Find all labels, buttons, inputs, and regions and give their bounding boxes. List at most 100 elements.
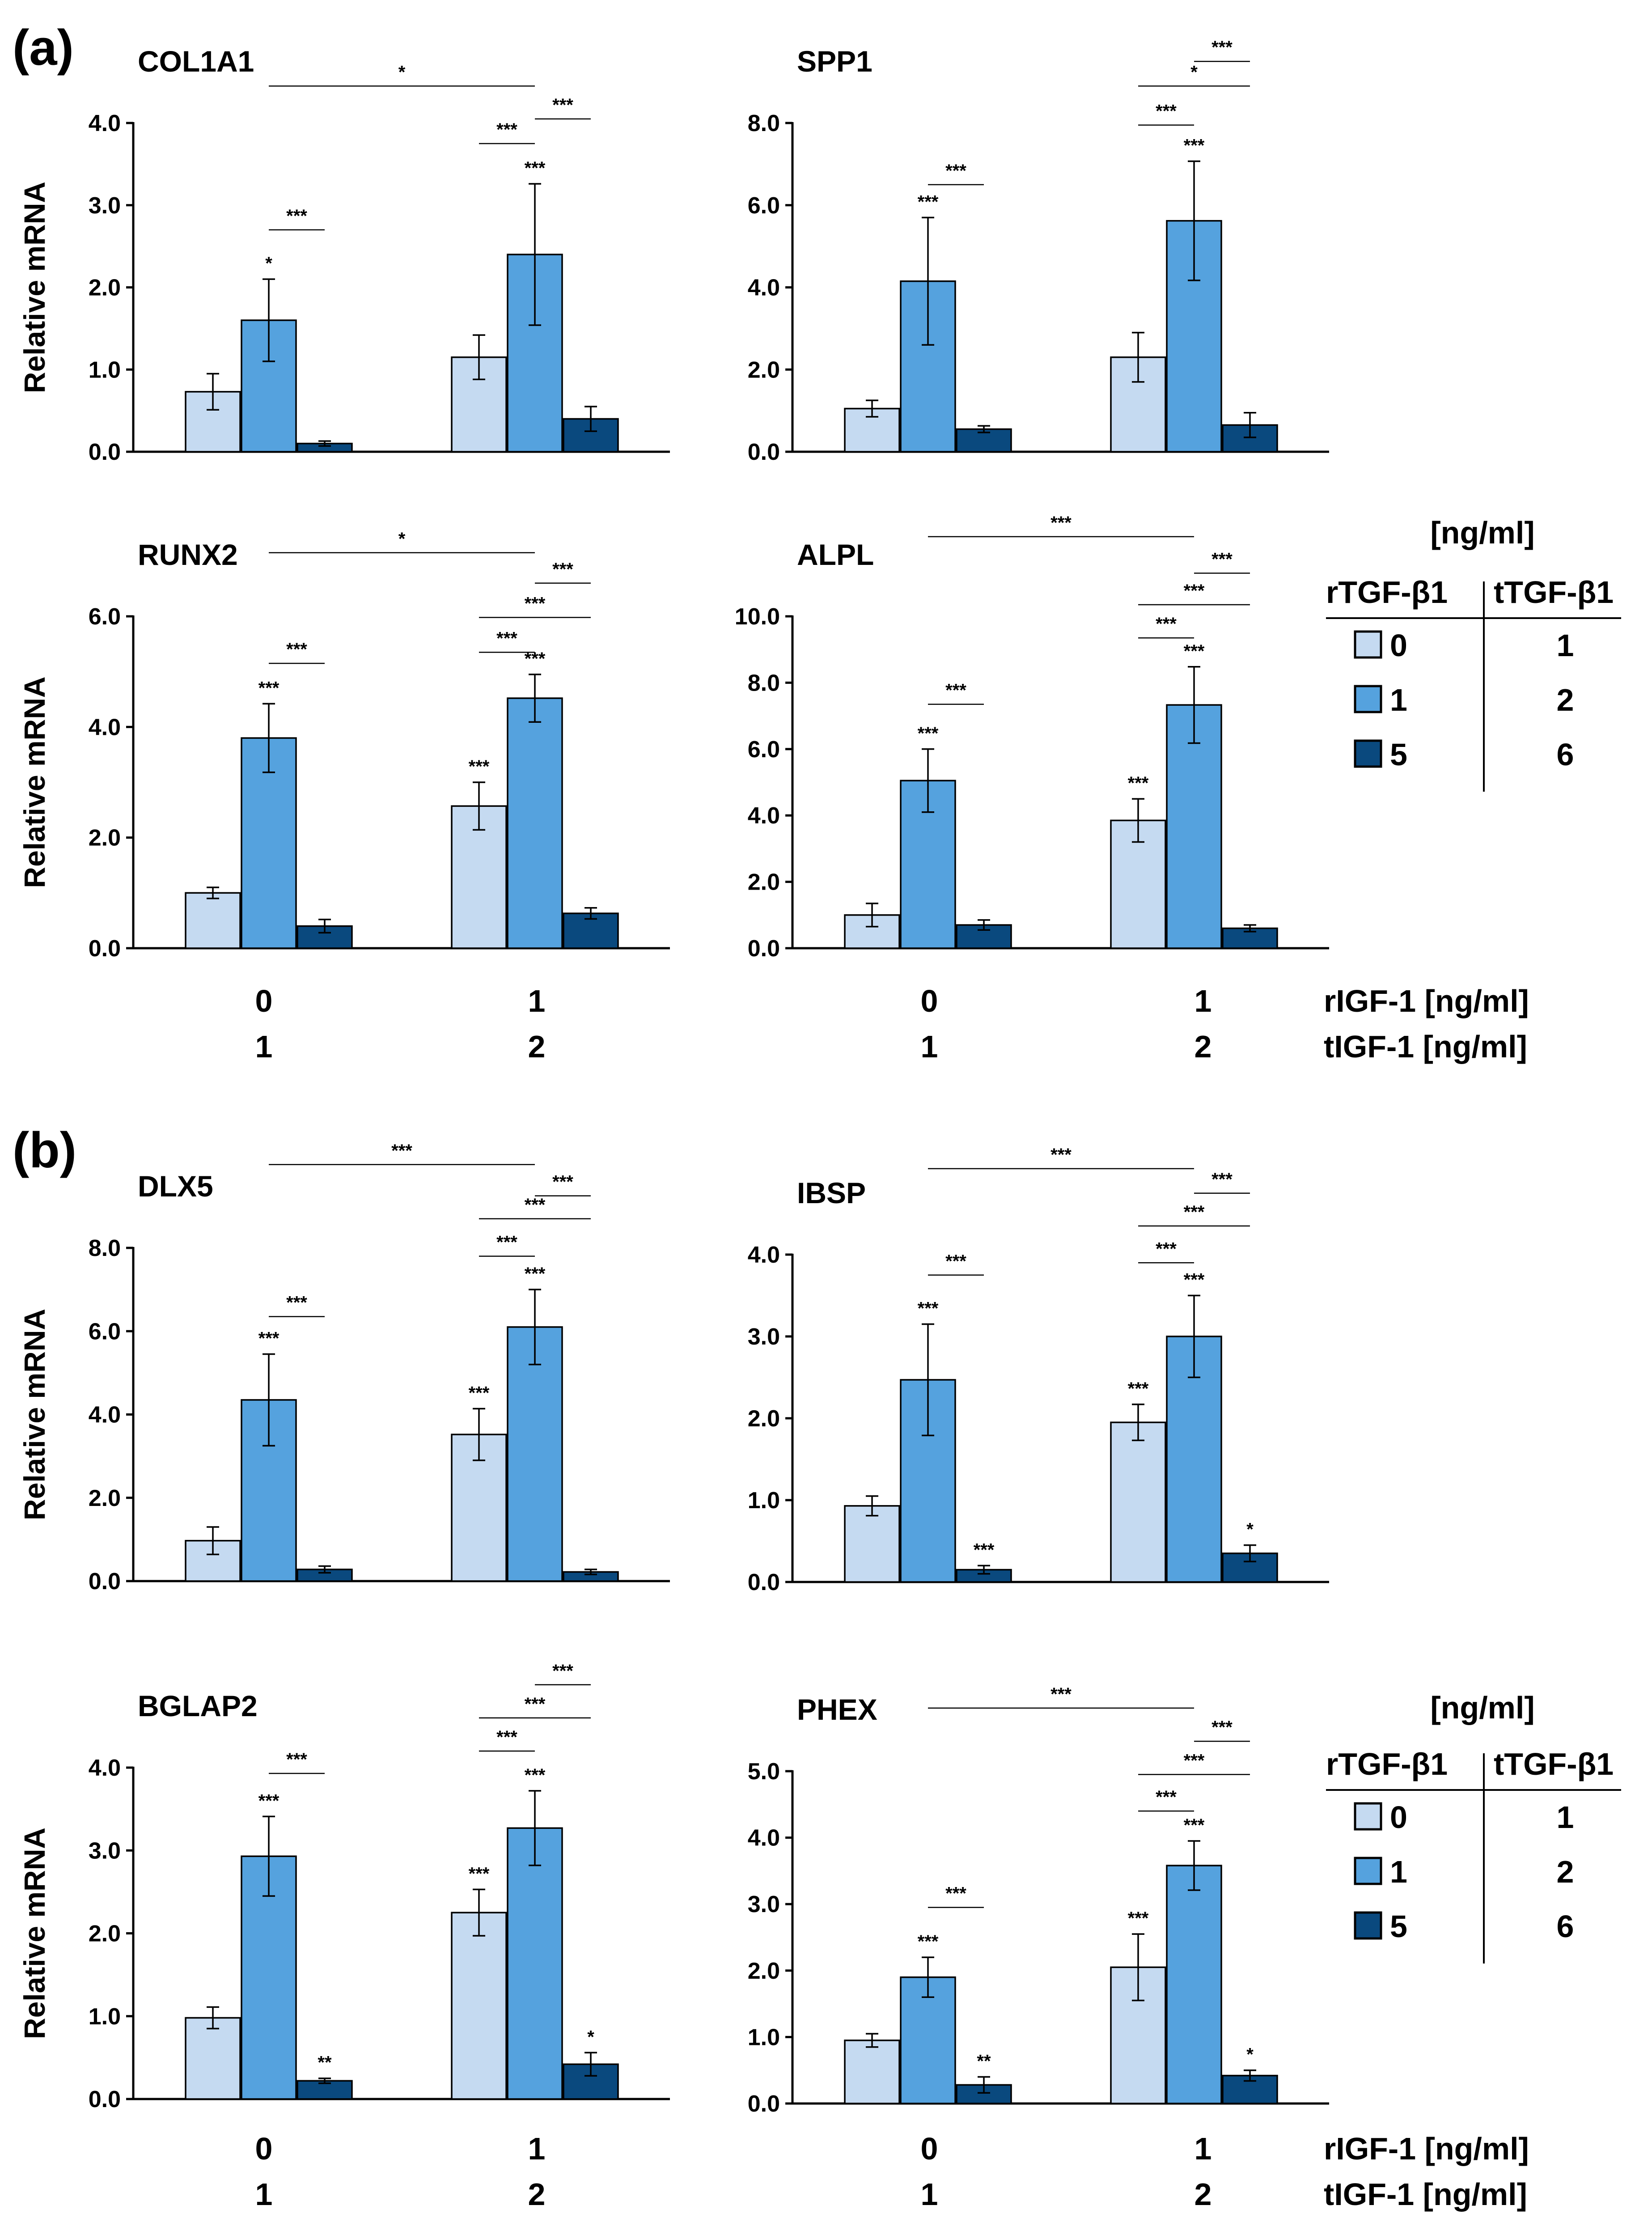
y-tick-label: 10.0 bbox=[735, 604, 780, 630]
rigf-label: rIGF-1 [ng/ml] bbox=[1324, 2131, 1529, 2166]
comparison-label: *** bbox=[1211, 1718, 1233, 1737]
comparison-label: *** bbox=[945, 161, 966, 181]
bar bbox=[507, 1827, 563, 2100]
comparison-label: *** bbox=[286, 206, 307, 226]
tigf-value-1: 2 bbox=[1195, 2177, 1212, 2212]
y-tick-label: 3.0 bbox=[89, 1838, 121, 1864]
significance-label: *** bbox=[918, 1299, 939, 1319]
bar bbox=[297, 1569, 353, 1582]
y-axis-label: Relative mRNA bbox=[18, 1828, 51, 2039]
comparison-label: *** bbox=[525, 1195, 546, 1215]
y-tick-label: 1.0 bbox=[89, 2004, 121, 2030]
significance-label: ** bbox=[318, 2053, 332, 2073]
legend-swatch-2 bbox=[1354, 739, 1382, 768]
panel-label-a: (a) bbox=[13, 20, 74, 76]
legend-swatch-0 bbox=[1354, 1802, 1382, 1831]
significance-label: *** bbox=[469, 1864, 490, 1883]
comparison-label: *** bbox=[1184, 1202, 1205, 1222]
legend-swatch-1 bbox=[1354, 685, 1382, 713]
panel-label-b: (b) bbox=[13, 1122, 76, 1178]
rigf-value-0: 0 bbox=[921, 2131, 938, 2166]
y-tick-label: 1.0 bbox=[748, 2024, 780, 2050]
significance-label: *** bbox=[1184, 641, 1205, 661]
legend-a: [ng/ml] rTGF-β1 tTGF-β1 0 1 1 2 5 6 bbox=[1326, 515, 1621, 792]
legend-b: [ng/ml] rTGF-β1 tTGF-β1 0 1 1 2 5 6 bbox=[1326, 1690, 1621, 1964]
chart-title: SPP1 bbox=[797, 45, 873, 78]
comparison-label: *** bbox=[286, 1750, 307, 1769]
legend-t-0: 1 bbox=[1557, 628, 1574, 663]
chart-ibsp: IBSP0.01.02.03.04.0*********************… bbox=[748, 1145, 1329, 1595]
chart-title: BGLAP2 bbox=[138, 1689, 258, 1722]
comparison-label: *** bbox=[496, 1233, 517, 1252]
legend-unit: [ng/ml] bbox=[1430, 515, 1534, 550]
comparison-label: *** bbox=[552, 1661, 573, 1681]
y-tick-label: 2.0 bbox=[748, 357, 780, 383]
y-tick-label: 0.0 bbox=[748, 439, 780, 465]
y-tick-label: 0.0 bbox=[748, 2091, 780, 2117]
y-tick-label: 3.0 bbox=[748, 1891, 780, 1917]
comparison-label: *** bbox=[945, 1884, 966, 1904]
comparison-label: *** bbox=[552, 560, 573, 579]
comparison-label: *** bbox=[1051, 1684, 1072, 1704]
y-tick-label: 5.0 bbox=[748, 1759, 780, 1785]
chart-title: COL1A1 bbox=[138, 45, 254, 78]
y-tick-label: 3.0 bbox=[89, 193, 121, 219]
legend-t-1: 2 bbox=[1557, 1854, 1574, 1889]
rigf-value-0: 0 bbox=[921, 984, 938, 1018]
y-tick-label: 8.0 bbox=[89, 1235, 121, 1261]
legend-r-2: 5 bbox=[1390, 737, 1407, 772]
comparison-label: *** bbox=[1156, 1239, 1177, 1259]
significance-label: *** bbox=[525, 1765, 546, 1785]
y-tick-label: 4.0 bbox=[89, 714, 121, 740]
chart-title: RUNX2 bbox=[138, 538, 238, 571]
legend-swatch-0 bbox=[1354, 630, 1382, 659]
legend-unit: [ng/ml] bbox=[1430, 1690, 1534, 1725]
comparison-label: *** bbox=[1156, 102, 1177, 121]
y-tick-label: 2.0 bbox=[89, 1921, 121, 1947]
chart-title: DLX5 bbox=[138, 1170, 213, 1203]
legend-t-2: 6 bbox=[1557, 1909, 1574, 1944]
tigf-value-1: 2 bbox=[528, 2177, 546, 2212]
y-tick-label: 4.0 bbox=[89, 110, 121, 136]
tigf-value-0: 1 bbox=[921, 2177, 938, 2212]
y-tick-label: 6.0 bbox=[748, 193, 780, 219]
y-tick-label: 3.0 bbox=[748, 1324, 780, 1350]
y-tick-label: 4.0 bbox=[89, 1755, 121, 1781]
y-tick-label: 2.0 bbox=[748, 869, 780, 895]
bar bbox=[451, 1912, 507, 2100]
chart-title: ALPL bbox=[797, 538, 874, 571]
y-tick-label: 2.0 bbox=[748, 1958, 780, 1984]
y-tick-label: 0.0 bbox=[748, 1569, 780, 1595]
chart-dlx5: DLX5 Relative mRNA 0.0 2.0 4.0 6.0 8.0 *** *** **… bbox=[18, 1141, 670, 1595]
rigf-value-0: 0 bbox=[255, 2131, 273, 2166]
rigf-value-1: 1 bbox=[528, 2131, 546, 2166]
y-tick-label: 8.0 bbox=[748, 670, 780, 696]
bar bbox=[900, 1976, 956, 2104]
significance-label: *** bbox=[469, 757, 490, 776]
comparison-label: *** bbox=[286, 1293, 307, 1313]
comparison-label: *** bbox=[496, 1727, 517, 1747]
comparison-label: *** bbox=[1051, 1145, 1072, 1165]
significance-label: *** bbox=[1184, 1270, 1205, 1290]
tigf-label: tIGF-1 [ng/ml] bbox=[1324, 2177, 1527, 2212]
y-tick-label: 2.0 bbox=[89, 1485, 121, 1511]
rigf-value-1: 1 bbox=[528, 984, 546, 1018]
bar bbox=[1222, 1552, 1278, 1583]
legend-col1-header: rTGF-β1 bbox=[1326, 1747, 1448, 1781]
y-tick-label: 4.0 bbox=[748, 1242, 780, 1268]
bar bbox=[1166, 704, 1222, 949]
tigf-value-0: 1 bbox=[921, 1029, 938, 1064]
significance-label: * bbox=[1246, 1520, 1254, 1539]
significance-label: *** bbox=[918, 1932, 939, 1951]
comparison-label: *** bbox=[286, 640, 307, 659]
legend-col2-header: tTGF-β1 bbox=[1494, 1747, 1614, 1781]
significance-label: * bbox=[1246, 2045, 1254, 2065]
legend-swatch-2 bbox=[1354, 1911, 1382, 1940]
y-axis-label: Relative mRNA bbox=[18, 676, 51, 888]
bar bbox=[185, 2017, 241, 2100]
